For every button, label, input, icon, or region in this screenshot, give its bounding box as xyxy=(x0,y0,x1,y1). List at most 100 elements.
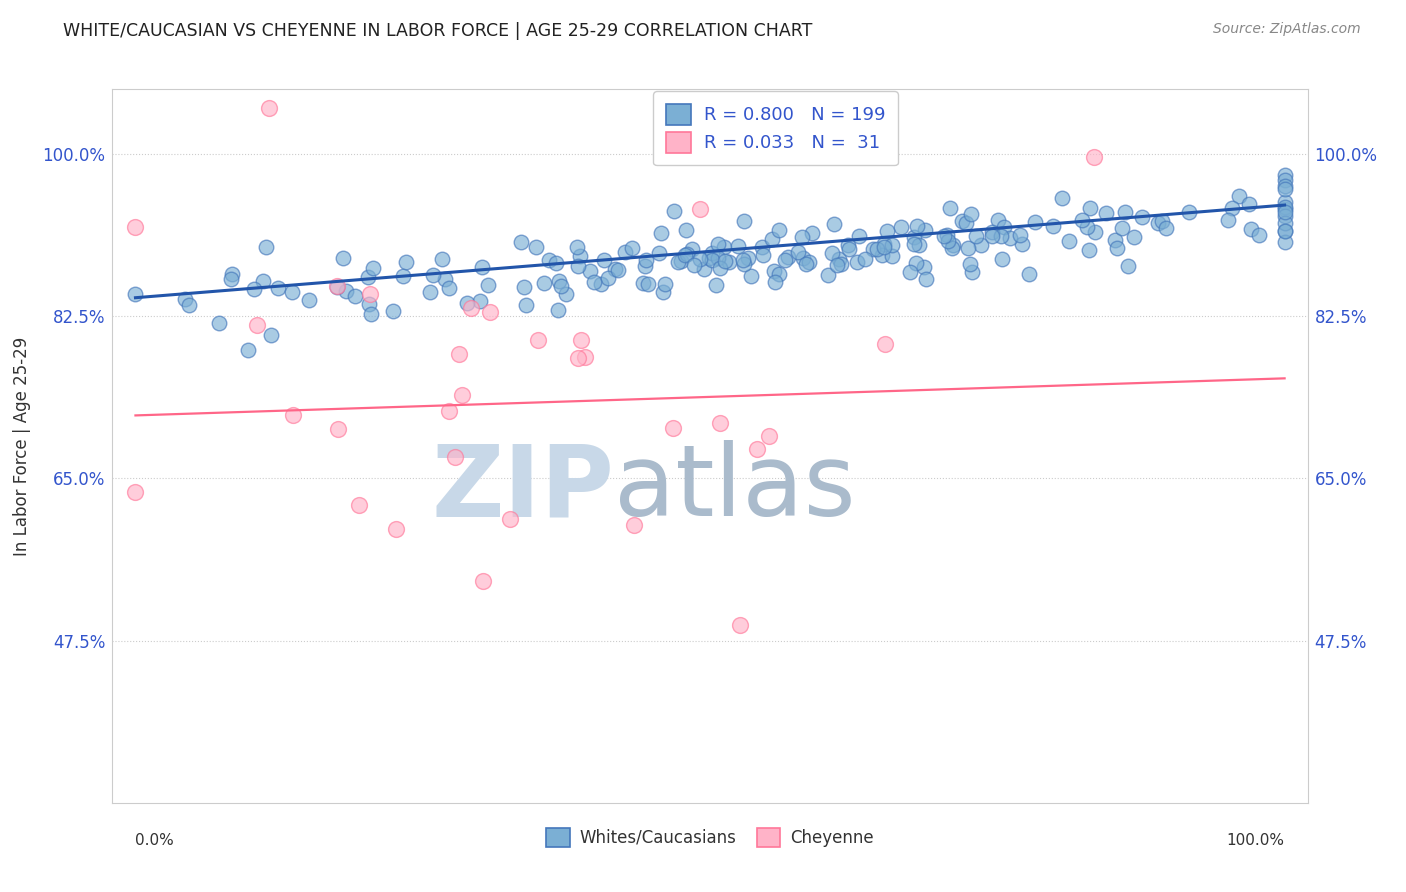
Point xyxy=(381,304,404,318)
Point xyxy=(555,287,578,301)
Point xyxy=(347,498,370,512)
Point xyxy=(709,261,731,276)
Point xyxy=(758,429,780,443)
Point xyxy=(385,522,408,536)
Point xyxy=(1274,235,1296,250)
Point xyxy=(1274,172,1296,186)
Point xyxy=(471,260,494,275)
Point xyxy=(208,316,231,330)
Point xyxy=(866,242,889,256)
Point xyxy=(328,421,350,435)
Point xyxy=(960,265,983,279)
Point xyxy=(915,272,938,286)
Point xyxy=(862,242,884,256)
Point xyxy=(872,240,894,254)
Point xyxy=(1078,243,1101,257)
Point xyxy=(1076,219,1098,234)
Point xyxy=(987,212,1010,227)
Point xyxy=(908,238,931,252)
Point xyxy=(1114,204,1136,219)
Point xyxy=(733,256,755,270)
Point xyxy=(981,228,1004,243)
Point xyxy=(1274,209,1296,223)
Point xyxy=(727,238,749,252)
Point xyxy=(468,293,491,308)
Point xyxy=(956,242,979,256)
Point xyxy=(1274,224,1296,238)
Point xyxy=(357,270,380,285)
Point xyxy=(326,280,349,294)
Point xyxy=(1024,215,1046,229)
Point xyxy=(1178,205,1201,219)
Point xyxy=(825,259,848,273)
Point xyxy=(1218,213,1240,227)
Point xyxy=(439,281,461,295)
Point xyxy=(1274,217,1296,231)
Point xyxy=(574,350,596,364)
Point xyxy=(942,238,965,252)
Point xyxy=(477,278,499,293)
Point xyxy=(890,219,912,234)
Point xyxy=(648,246,671,260)
Point xyxy=(1274,168,1296,182)
Point xyxy=(221,268,243,282)
Point xyxy=(124,219,146,234)
Point xyxy=(565,239,588,253)
Point xyxy=(704,277,727,292)
Point xyxy=(1274,205,1296,219)
Point xyxy=(651,285,673,300)
Point xyxy=(1220,202,1243,216)
Point xyxy=(335,284,357,298)
Point xyxy=(1116,259,1139,273)
Point xyxy=(955,216,977,230)
Point xyxy=(1274,200,1296,214)
Text: 100.0%: 100.0% xyxy=(1226,833,1285,848)
Point xyxy=(970,238,993,252)
Text: atlas: atlas xyxy=(614,441,856,537)
Point xyxy=(1018,268,1040,282)
Point xyxy=(547,303,569,318)
Point xyxy=(823,217,845,231)
Text: Source: ZipAtlas.com: Source: ZipAtlas.com xyxy=(1213,22,1361,37)
Point xyxy=(762,264,785,278)
Point xyxy=(730,617,752,632)
Point xyxy=(451,387,474,401)
Point xyxy=(603,262,626,277)
Point xyxy=(838,242,860,256)
Point xyxy=(936,228,959,243)
Point xyxy=(702,246,724,260)
Point xyxy=(745,442,768,457)
Point xyxy=(1078,201,1101,215)
Point xyxy=(1274,202,1296,216)
Point xyxy=(733,213,755,227)
Point xyxy=(1130,211,1153,225)
Point xyxy=(733,252,755,267)
Point xyxy=(1240,221,1263,235)
Point xyxy=(479,305,502,319)
Point xyxy=(357,297,380,311)
Point xyxy=(343,288,366,302)
Point xyxy=(1010,228,1032,243)
Point xyxy=(990,228,1012,243)
Text: 0.0%: 0.0% xyxy=(135,833,174,848)
Point xyxy=(950,214,973,228)
Point xyxy=(325,279,347,293)
Point xyxy=(391,269,413,284)
Point xyxy=(422,268,444,282)
Point xyxy=(960,207,983,221)
Point xyxy=(1071,213,1094,227)
Point xyxy=(737,251,759,265)
Point xyxy=(533,276,555,290)
Point xyxy=(1274,182,1296,196)
Point xyxy=(903,237,925,252)
Point xyxy=(991,252,1014,267)
Point xyxy=(880,238,903,252)
Point xyxy=(332,252,354,266)
Point xyxy=(257,101,280,115)
Point xyxy=(800,226,823,240)
Point xyxy=(763,275,786,289)
Point xyxy=(1011,237,1033,252)
Point xyxy=(681,242,703,256)
Point xyxy=(936,234,959,248)
Point xyxy=(614,244,637,259)
